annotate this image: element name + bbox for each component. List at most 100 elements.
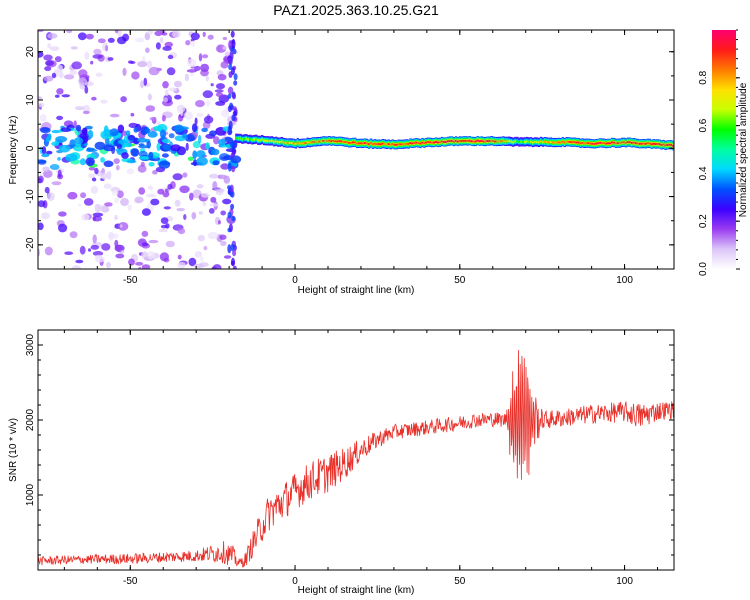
noise-blob bbox=[223, 175, 230, 184]
signal-band-cell bbox=[427, 141, 430, 144]
noise-blob bbox=[191, 212, 197, 220]
noise-blob bbox=[106, 171, 112, 180]
noise-blob bbox=[91, 177, 97, 182]
signal-band-cell bbox=[662, 143, 665, 146]
signal-band-cell bbox=[328, 139, 331, 142]
noise-blob-core bbox=[103, 145, 116, 152]
noise-blob bbox=[177, 228, 186, 235]
signal-band-cell bbox=[583, 142, 586, 145]
noise-blob-core bbox=[126, 159, 137, 164]
signal-band-cell bbox=[632, 141, 636, 144]
noise-blob bbox=[208, 173, 219, 179]
signal-band-cell bbox=[399, 143, 402, 146]
noise-blob bbox=[47, 33, 58, 39]
noise-blob bbox=[51, 72, 57, 79]
spectrogram-ytick-label: 0 bbox=[25, 145, 36, 151]
noise-blob-core bbox=[41, 146, 47, 155]
signal-band-cell bbox=[369, 142, 373, 145]
noise-blob bbox=[193, 263, 205, 269]
signal-band-cell bbox=[310, 141, 313, 144]
signal-band-cell bbox=[249, 138, 252, 141]
noise-blob-core bbox=[193, 159, 197, 167]
noise-blob bbox=[56, 64, 64, 73]
noise-blob bbox=[103, 183, 112, 189]
noise-blob-core bbox=[103, 125, 109, 133]
noise-blob bbox=[87, 248, 92, 252]
signal-band-cell bbox=[429, 141, 432, 144]
signal-band-cell bbox=[257, 139, 260, 142]
signal-band-cell bbox=[294, 142, 297, 145]
signal-band-cell bbox=[609, 142, 612, 145]
signal-band-cell bbox=[524, 140, 527, 143]
noise-blob bbox=[66, 30, 73, 34]
noise-streak bbox=[231, 165, 236, 173]
noise-streak bbox=[232, 265, 237, 269]
noise-blob bbox=[75, 259, 84, 264]
signal-band-cell bbox=[587, 142, 590, 145]
signal-band-cell bbox=[415, 141, 418, 144]
noise-blob bbox=[174, 94, 182, 100]
signal-band-cell bbox=[288, 141, 292, 144]
signal-band-cell bbox=[638, 142, 642, 145]
noise-blob bbox=[94, 255, 105, 263]
noise-blob bbox=[70, 46, 78, 50]
noise-blob-core bbox=[147, 131, 158, 138]
noise-blob bbox=[130, 112, 135, 117]
noise-blob bbox=[163, 97, 168, 103]
signal-band-cell bbox=[555, 141, 558, 144]
noise-streak bbox=[228, 40, 233, 50]
noise-blob bbox=[92, 215, 103, 222]
noise-blob-core bbox=[170, 144, 181, 152]
snr-ytick-label: 3000 bbox=[25, 333, 36, 356]
noise-blob bbox=[202, 54, 209, 59]
noise-blob bbox=[90, 244, 100, 250]
noise-blob bbox=[212, 264, 222, 269]
noise-blob bbox=[177, 109, 181, 113]
noise-blob-core bbox=[94, 141, 106, 150]
noise-blob bbox=[164, 41, 173, 48]
signal-band-cell bbox=[361, 142, 365, 145]
noise-blob bbox=[158, 228, 168, 233]
signal-band-cell bbox=[405, 142, 408, 145]
signal-band-cell bbox=[613, 141, 616, 144]
noise-blob bbox=[114, 197, 119, 204]
signal-band-cell bbox=[332, 139, 335, 142]
signal-band-cell bbox=[298, 142, 301, 145]
signal-band-cell bbox=[658, 143, 661, 146]
noise-blob-core bbox=[137, 137, 148, 143]
signal-band-cell bbox=[365, 142, 369, 145]
signal-band-cell bbox=[334, 140, 337, 143]
noise-blob bbox=[197, 234, 205, 242]
noise-blob-core bbox=[55, 136, 67, 143]
noise-blob bbox=[126, 168, 135, 175]
noise-blob bbox=[137, 61, 148, 68]
noise-blob bbox=[222, 36, 228, 41]
noise-blob bbox=[220, 163, 230, 170]
signal-band-cell bbox=[336, 140, 339, 143]
signal-band-cell bbox=[407, 143, 410, 146]
spectrogram-xtick-label: -50 bbox=[123, 275, 138, 286]
signal-band-cell bbox=[320, 140, 323, 143]
signal-band-cell bbox=[381, 142, 384, 145]
colorbar: 0.0 0.2 0.4 0.6 0.8 Normalized spectral ampl… bbox=[698, 29, 749, 276]
noise-blob bbox=[38, 102, 45, 108]
snr-x-axis-label: Height of straight line (km) bbox=[298, 585, 415, 596]
signal-band-cell bbox=[268, 140, 272, 142]
noise-blob-core bbox=[196, 157, 208, 166]
signal-band-cell bbox=[401, 143, 404, 146]
signal-band-cell bbox=[442, 141, 446, 143]
noise-blob bbox=[50, 46, 60, 51]
signal-band-cell bbox=[237, 137, 240, 140]
noise-blob-core bbox=[65, 153, 78, 162]
signal-band-cell bbox=[476, 139, 479, 142]
noise-blob bbox=[200, 192, 210, 198]
spectrogram-xtick-label: 100 bbox=[616, 275, 633, 286]
noise-blob-core bbox=[209, 130, 217, 137]
noise-blob bbox=[207, 231, 219, 240]
noise-blob bbox=[122, 67, 127, 76]
noise-blob bbox=[41, 212, 50, 220]
noise-blob bbox=[220, 210, 226, 216]
noise-blob bbox=[227, 86, 234, 95]
signal-band-cell bbox=[502, 139, 505, 142]
